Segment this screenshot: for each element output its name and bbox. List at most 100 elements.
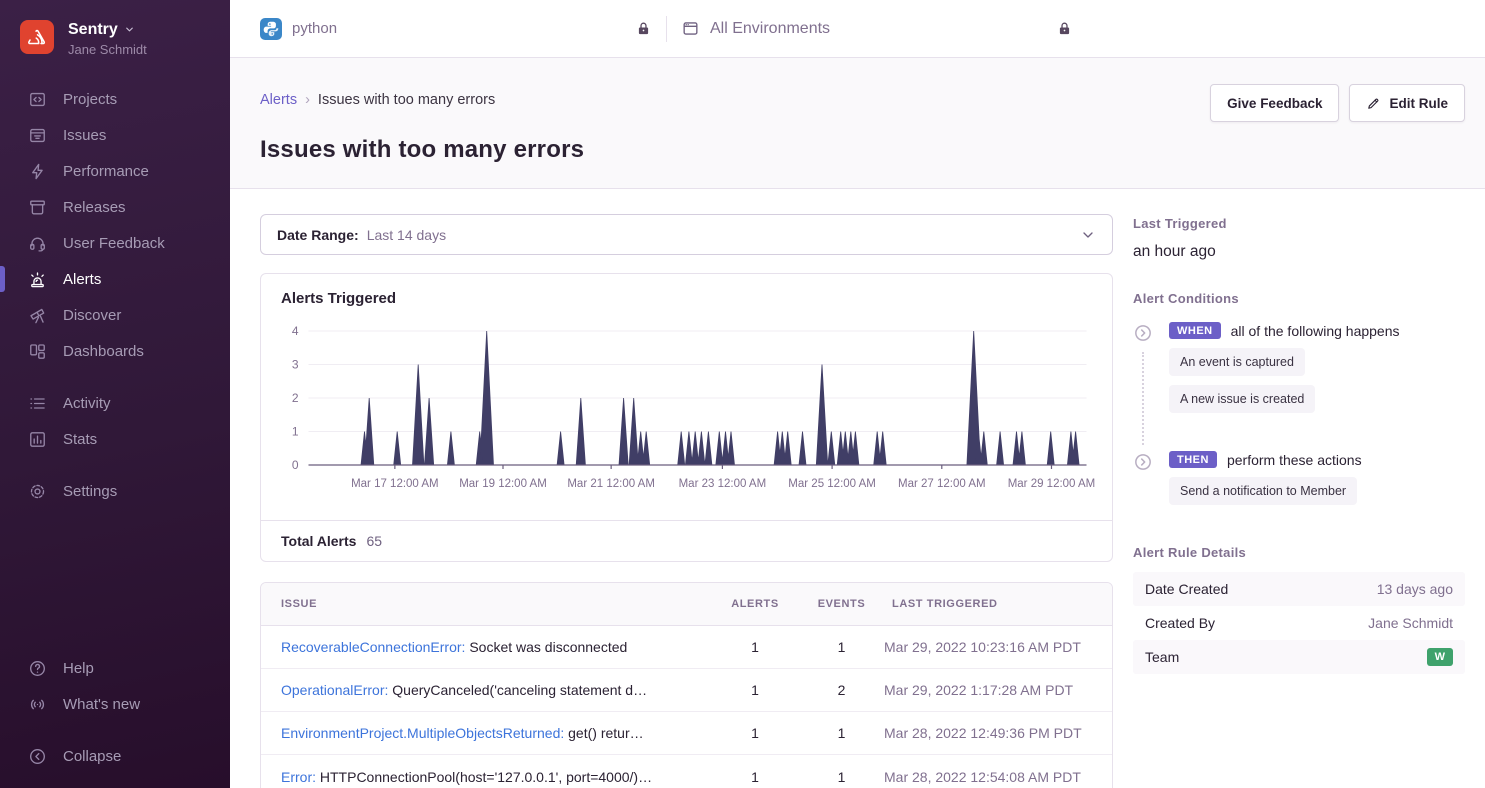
detail-label: Team bbox=[1145, 649, 1180, 665]
dashboards-icon bbox=[28, 342, 47, 361]
breadcrumb-alerts-link[interactable]: Alerts bbox=[260, 92, 298, 108]
give-feedback-button[interactable]: Give Feedback bbox=[1210, 84, 1340, 122]
condition-pill: A new issue is created bbox=[1169, 385, 1316, 413]
collapse-icon bbox=[28, 747, 47, 766]
sidebar-item-discover[interactable]: Discover bbox=[0, 297, 230, 333]
sidebar-item-issues[interactable]: Issues bbox=[0, 117, 230, 153]
give-feedback-label: Give Feedback bbox=[1227, 95, 1323, 111]
sidebar-item-dashboards[interactable]: Dashboards bbox=[0, 333, 230, 369]
issues-table: ISSUE ALERTS EVENTS LAST TRIGGERED Recovera… bbox=[260, 582, 1113, 788]
alerts-count: 1 bbox=[751, 682, 759, 698]
total-alerts-label: Total Alerts bbox=[281, 533, 357, 549]
date-range-select[interactable]: Date Range: Last 14 days bbox=[260, 214, 1113, 255]
activity-icon bbox=[28, 394, 47, 413]
column-header-last-triggered: LAST TRIGGERED bbox=[892, 598, 998, 610]
alert-rule-details-heading: Alert Rule Details bbox=[1133, 545, 1247, 560]
issue-link[interactable]: OperationalError: bbox=[281, 682, 389, 698]
table-row[interactable]: OperationalError: QueryCanceled('canceli… bbox=[261, 669, 1112, 712]
sidebar-item-settings[interactable]: Settings bbox=[0, 473, 230, 509]
detail-row-team: Team W bbox=[1133, 640, 1465, 674]
alerts-count: 1 bbox=[751, 725, 759, 741]
svg-text:Mar 25 12:00 AM: Mar 25 12:00 AM bbox=[788, 478, 876, 490]
last-triggered-time: Mar 28, 2022 12:49:36 PM PDT bbox=[884, 725, 1082, 741]
edit-rule-label: Edit Rule bbox=[1389, 95, 1448, 111]
breadcrumb-current: Issues with too many errors bbox=[317, 92, 496, 108]
sidebar: Sentry Jane Schmidt Projects Issues Perfor… bbox=[0, 0, 230, 788]
chevron-down-icon bbox=[124, 24, 135, 35]
column-header-alerts: ALERTS bbox=[731, 598, 779, 610]
alert-rule-details: Alert Rule Details Date Created 13 days a… bbox=[1133, 545, 1465, 674]
python-logo bbox=[260, 17, 282, 40]
issue-message: get() retur… bbox=[564, 725, 644, 741]
edit-rule-button[interactable]: Edit Rule bbox=[1349, 84, 1465, 122]
stats-icon bbox=[28, 430, 47, 449]
breadcrumb: Alerts › Issues with too many errors bbox=[260, 92, 495, 108]
sidebar-item-stats[interactable]: Stats bbox=[0, 421, 230, 457]
issue-message: QueryCanceled('canceling statement d… bbox=[388, 682, 648, 698]
lock-icon bbox=[1056, 20, 1073, 37]
sidebar-item-user-feedback[interactable]: User Feedback bbox=[0, 225, 230, 261]
date-range-value: Last 14 days bbox=[366, 226, 447, 243]
main-area: python All Environments bbox=[230, 0, 1485, 788]
alerts-icon bbox=[28, 270, 47, 289]
org-user: Jane Schmidt bbox=[68, 42, 147, 58]
total-alerts-value: 65 bbox=[366, 533, 383, 549]
lock-icon bbox=[635, 20, 652, 37]
alert-conditions-heading: Alert Conditions bbox=[1133, 291, 1239, 306]
circle-chevron-icon bbox=[1133, 323, 1153, 343]
last-triggered-time: Mar 28, 2022 12:54:08 AM PDT bbox=[884, 768, 1081, 785]
issue-link[interactable]: RecoverableConnectionError: bbox=[281, 639, 466, 655]
sidebar-item-activity[interactable]: Activity bbox=[0, 385, 230, 421]
issue-link[interactable]: EnvironmentProject.MultipleObjectsReturn… bbox=[281, 725, 565, 741]
svg-text:Mar 23 12:00 AM: Mar 23 12:00 AM bbox=[679, 478, 767, 490]
alerts-count: 1 bbox=[751, 768, 759, 785]
last-triggered-heading: Last Triggered bbox=[1133, 216, 1227, 231]
sidebar-item-whats-new[interactable]: What's new bbox=[0, 686, 230, 722]
date-range-label: Date Range: bbox=[277, 226, 359, 243]
user-feedback-icon bbox=[28, 234, 47, 253]
sidebar-item-collapse[interactable]: Collapse bbox=[0, 738, 230, 774]
content: Date Range: Last 14 days Alerts Triggere… bbox=[230, 189, 1485, 788]
sidebar-item-label: Issues bbox=[63, 126, 107, 144]
sidebar-item-alerts[interactable]: Alerts bbox=[0, 261, 230, 297]
column-header-events: EVENTS bbox=[817, 598, 866, 610]
table-row[interactable]: EnvironmentProject.MultipleObjectsReturn… bbox=[261, 712, 1112, 755]
sidebar-item-label: Projects bbox=[63, 90, 118, 108]
table-row[interactable]: RecoverableConnectionError: Socket was d… bbox=[261, 626, 1112, 669]
sidebar-item-performance[interactable]: Performance bbox=[0, 153, 230, 189]
then-step: THEN perform these actions Send a notifi… bbox=[1133, 451, 1465, 505]
svg-text:Mar 29 12:00 AM: Mar 29 12:00 AM bbox=[1008, 478, 1096, 490]
table-row[interactable]: Error: HTTPConnectionPool(host='127.0.0.… bbox=[261, 755, 1112, 788]
sidebar-item-releases[interactable]: Releases bbox=[0, 189, 230, 225]
org-switcher[interactable]: Sentry Jane Schmidt bbox=[0, 16, 230, 57]
sidebar-item-label: Settings bbox=[63, 482, 118, 500]
svg-text:2: 2 bbox=[292, 391, 299, 405]
svg-text:3: 3 bbox=[292, 358, 299, 372]
last-triggered-time: Mar 29, 2022 1:17:28 AM PDT bbox=[884, 682, 1074, 698]
events-count: 2 bbox=[837, 682, 846, 698]
sidebar-item-label: Alerts bbox=[63, 270, 102, 288]
environment-selector[interactable]: All Environments bbox=[681, 19, 1073, 38]
detail-label: Created By bbox=[1145, 615, 1216, 631]
alerts-chart: 4 3 2 1 0 Mar 17 12:00 AM Mar 19 12:00 AM Mar 2… bbox=[261, 311, 1112, 520]
issue-link[interactable]: Error: bbox=[281, 768, 316, 785]
total-alerts: Total Alerts 65 bbox=[261, 520, 1112, 561]
project-selector[interactable]: python bbox=[260, 17, 652, 40]
when-badge: WHEN bbox=[1169, 322, 1221, 339]
last-triggered-time: Mar 29, 2022 10:23:16 AM PDT bbox=[884, 639, 1081, 655]
sidebar-item-help[interactable]: Help bbox=[0, 650, 230, 686]
events-count: 1 bbox=[837, 768, 846, 785]
team-badge[interactable]: W bbox=[1426, 648, 1453, 666]
sidebar-item-projects[interactable]: Projects bbox=[0, 81, 230, 117]
context-bar: python All Environments bbox=[230, 0, 1485, 58]
discover-icon bbox=[28, 306, 47, 325]
settings-icon bbox=[28, 482, 47, 501]
sidebar-item-label: Performance bbox=[63, 162, 149, 180]
condition-pill: An event is captured bbox=[1169, 348, 1305, 376]
then-badge: THEN bbox=[1169, 451, 1217, 468]
when-step: WHEN all of the following happens An eve… bbox=[1133, 322, 1465, 445]
page-header: Alerts › Issues with too many errors Giv… bbox=[230, 58, 1485, 189]
help-icon bbox=[28, 659, 47, 678]
svg-text:1: 1 bbox=[292, 425, 299, 439]
detail-label: Date Created bbox=[1145, 581, 1229, 597]
